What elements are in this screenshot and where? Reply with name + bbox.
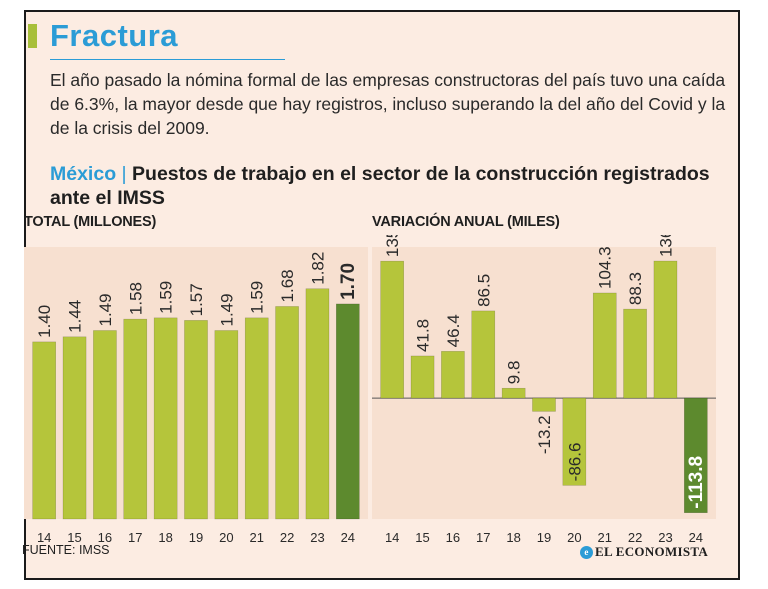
- value-label-18: 9.8: [505, 361, 524, 385]
- bar-14: [32, 341, 56, 520]
- value-label-22: 1.68: [278, 269, 297, 302]
- bar-19: [532, 397, 556, 412]
- bar-15: [410, 355, 435, 399]
- tick-label-20: 20: [219, 530, 233, 545]
- tick-label-23: 23: [310, 530, 324, 545]
- bar-22: [275, 306, 299, 520]
- tick-label-23: 23: [658, 530, 672, 545]
- value-label-16: 46.4: [444, 314, 463, 347]
- tick-label-17: 17: [476, 530, 490, 545]
- value-label-20: -86.6: [565, 443, 584, 482]
- bar-22: [623, 308, 647, 399]
- value-label-19: -13.2: [535, 415, 554, 454]
- bar-15: [62, 336, 87, 520]
- tick-label-17: 17: [128, 530, 142, 545]
- value-label-16: 1.49: [96, 293, 115, 326]
- value-label-22: 88.3: [626, 272, 645, 305]
- brand-icon: e: [580, 546, 593, 559]
- subtitle-country: México: [50, 163, 117, 185]
- title-accent-bar: [28, 24, 37, 48]
- bar-19: [184, 320, 208, 520]
- value-label-18: 1.59: [157, 281, 176, 314]
- value-label-17: 1.58: [126, 282, 145, 315]
- tick-label-18: 18: [158, 530, 172, 545]
- value-label-20: 1.49: [217, 293, 236, 326]
- title-underline: [50, 59, 285, 60]
- value-label-19: 1.57: [187, 283, 206, 316]
- intro-text: El año pasado la nómina formal de las em…: [50, 70, 726, 138]
- tick-label-24: 24: [689, 530, 703, 545]
- value-label-14: 1.40: [35, 305, 54, 338]
- tick-label-22: 22: [280, 530, 294, 545]
- tick-label-24: 24: [341, 530, 355, 545]
- value-label-23: 136.0: [656, 235, 675, 257]
- bar-21: [592, 292, 617, 399]
- variation-chart: 135.9 14 41.8 15 46.4 16 86.5 17 9.8 18 -13.2 19 -86…: [372, 235, 716, 545]
- bar-20: [214, 330, 239, 520]
- subtitle-separator: |: [121, 163, 127, 185]
- tick-label-15: 15: [415, 530, 429, 545]
- total-chart: 1.40 14 1.44 15 1.49 16 1.58 17 1.59 18 1.57 19 1.49…: [24, 247, 368, 545]
- chart-title-total: TOTAL (MILLONES): [24, 214, 157, 230]
- bar-21: [244, 317, 269, 520]
- bar-17: [471, 310, 496, 399]
- bar-23: [653, 260, 678, 399]
- value-label-24: -113.8: [686, 456, 707, 509]
- tick-label-14: 14: [385, 530, 399, 545]
- bar-17: [123, 318, 148, 520]
- tick-label-19: 19: [537, 530, 551, 545]
- value-label-21: 1.59: [248, 281, 267, 314]
- bar-14: [380, 260, 404, 399]
- value-label-24: 1.70: [338, 263, 359, 300]
- value-label-15: 1.44: [66, 300, 85, 333]
- value-label-23: 1.82: [308, 252, 327, 285]
- bar-18: [501, 387, 526, 399]
- value-label-14: 135.9: [383, 235, 402, 257]
- source-note: FUENTE: IMSS: [22, 543, 110, 557]
- tick-label-18: 18: [506, 530, 520, 545]
- bar-24: [336, 303, 360, 520]
- tick-label-22: 22: [628, 530, 642, 545]
- tick-label-20: 20: [567, 530, 581, 545]
- value-label-17: 86.5: [474, 274, 493, 307]
- bar-24: [684, 397, 708, 514]
- bar-23: [305, 288, 330, 520]
- brand-name: EL ECONOMISTA: [595, 544, 709, 559]
- brand-logo: e EL ECONOMISTA: [580, 544, 708, 560]
- tick-label-21: 21: [597, 530, 611, 545]
- tick-label-21: 21: [249, 530, 263, 545]
- value-label-21: 104.3: [596, 246, 615, 289]
- chart-title-variation: VARIACIÓN ANUAL (MILES): [372, 214, 560, 230]
- page-title: Fractura: [50, 18, 179, 53]
- tick-label-19: 19: [189, 530, 203, 545]
- bar-16: [93, 330, 117, 520]
- subtitle-rest: Puestos de trabajo en el sector de la co…: [50, 163, 710, 209]
- bar-20: [562, 397, 587, 486]
- chart-subtitle: México | Puestos de trabajo en el sector…: [50, 162, 730, 210]
- tick-label-14: 14: [37, 530, 51, 545]
- tick-label-15: 15: [67, 530, 81, 545]
- bar-16: [441, 351, 465, 399]
- bar-18: [153, 317, 178, 520]
- tick-label-16: 16: [98, 530, 112, 545]
- tick-label-16: 16: [446, 530, 460, 545]
- value-label-15: 41.8: [414, 319, 433, 352]
